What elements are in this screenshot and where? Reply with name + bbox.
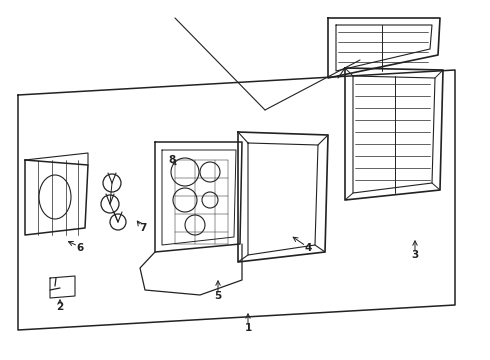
Text: 2: 2 bbox=[56, 302, 64, 312]
Text: 5: 5 bbox=[215, 291, 221, 301]
Text: 8: 8 bbox=[169, 155, 175, 165]
Text: 4: 4 bbox=[304, 243, 312, 253]
Text: 3: 3 bbox=[412, 250, 418, 260]
Text: 7: 7 bbox=[139, 223, 147, 233]
Text: 6: 6 bbox=[76, 243, 84, 253]
Text: 1: 1 bbox=[245, 323, 252, 333]
